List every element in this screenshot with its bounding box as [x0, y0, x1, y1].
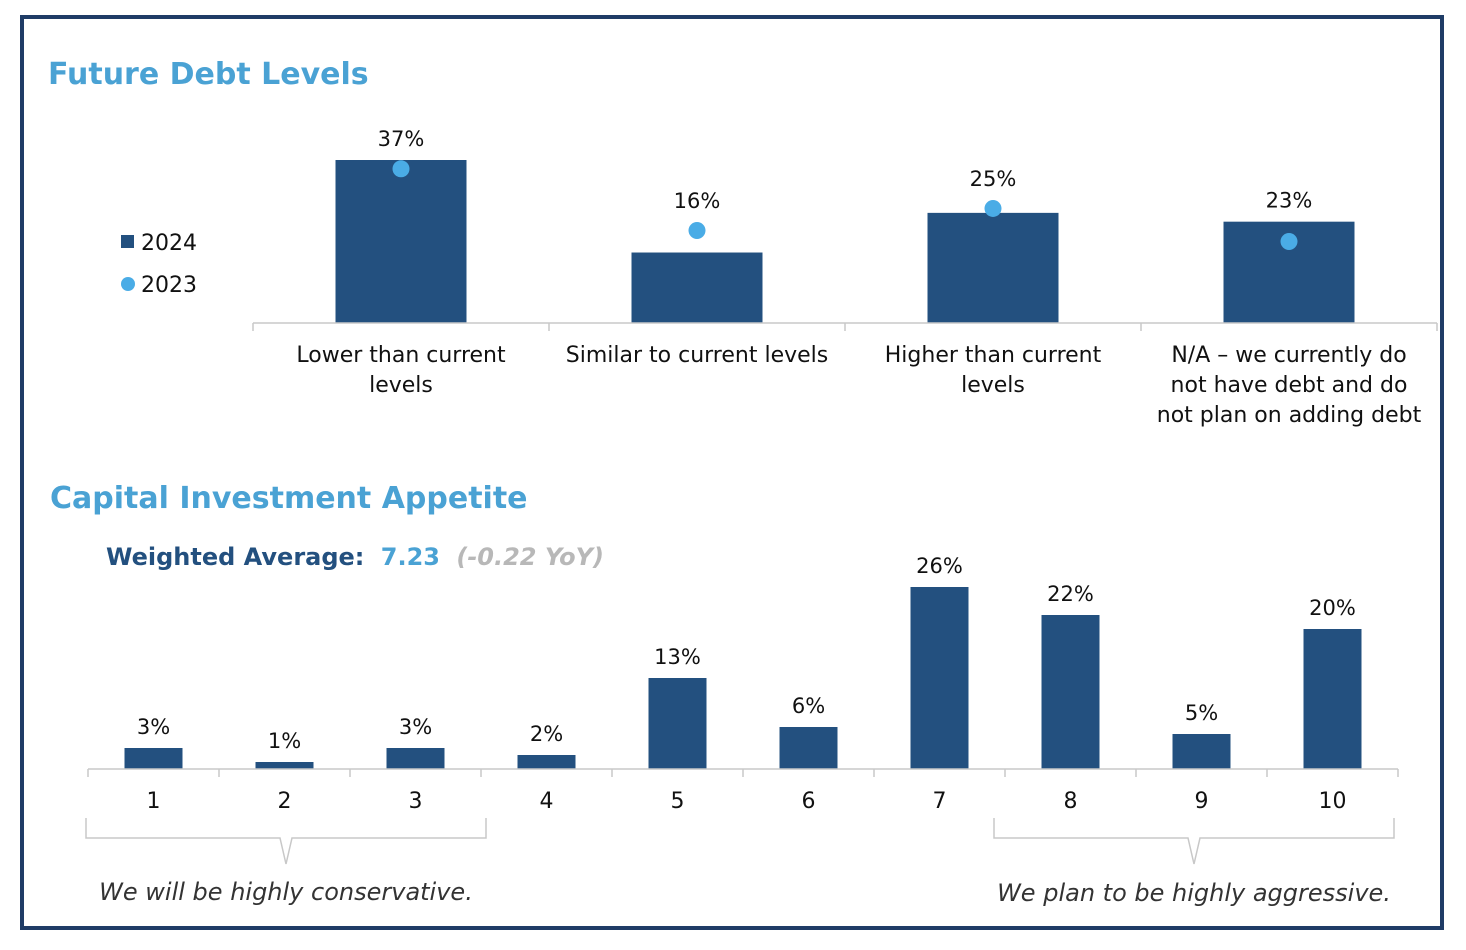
- debt-category-label: Lower than current levels: [296, 343, 506, 398]
- debt-chart-axis: Lower than current levels Similar to curre…: [252, 322, 1438, 428]
- capex-data-label: 6%: [792, 694, 825, 718]
- capex-data-label: 5%: [1185, 701, 1218, 725]
- capex-bar: [124, 748, 183, 769]
- capex-bar: [386, 748, 445, 769]
- debt-category-label: N/A – we currently do not have debt and d…: [1157, 343, 1422, 428]
- capex-bar: [910, 587, 969, 769]
- capex-category-label: 9: [1195, 789, 1209, 814]
- capex-bar: [1041, 615, 1100, 769]
- capex-bar: [255, 762, 314, 769]
- debt-dot-2023: [688, 221, 706, 239]
- capex-category-label: 1: [147, 789, 161, 814]
- debt-data-label: 25%: [970, 167, 1017, 191]
- chart-frame: [20, 15, 1444, 930]
- aggressive-annotation: We plan to be highly aggressive.: [997, 879, 1391, 907]
- capex-category-label: 2: [278, 789, 292, 814]
- conservative-bracket: [85, 818, 487, 865]
- capex-category-label: 10: [1319, 789, 1347, 814]
- capex-bar: [648, 678, 707, 769]
- legend-swatch-2024: [121, 235, 134, 248]
- debt-chart-bars: 37% 16% 25% 23%: [335, 127, 1355, 323]
- capex-chart-title: Capital Investment Appetite: [50, 481, 528, 516]
- legend-label-2023: 2023: [141, 273, 197, 298]
- capex-category-label: 7: [933, 789, 947, 814]
- debt-bar-2024: [927, 212, 1059, 323]
- capex-chart-axis: 1 2 3 4 5 6 7 8 9 10: [87, 768, 1399, 814]
- debt-dot-2023: [392, 160, 410, 178]
- capex-chart-bars: 3% 1% 3% 2% 13% 6% 26% 22% 5% 20%: [124, 554, 1362, 769]
- capex-category-label: 3: [409, 789, 423, 814]
- capex-data-label: 3%: [137, 715, 170, 739]
- capex-data-label: 3%: [399, 715, 432, 739]
- debt-bar-2024: [631, 252, 763, 323]
- debt-category-label: Similar to current levels: [566, 343, 828, 368]
- capex-data-label: 22%: [1047, 582, 1094, 606]
- debt-data-label: 23%: [1266, 189, 1313, 213]
- weighted-average-value: 7.23: [381, 543, 440, 571]
- capex-data-label: 2%: [530, 722, 563, 746]
- capex-data-label: 13%: [654, 645, 701, 669]
- capex-category-label: 6: [802, 789, 816, 814]
- capex-bar: [1303, 629, 1362, 769]
- debt-chart-dots: [392, 160, 1298, 250]
- debt-dot-2023: [984, 199, 1002, 217]
- debt-data-label: 16%: [674, 189, 721, 213]
- weighted-average-label: Weighted Average:: [106, 543, 364, 571]
- debt-chart-title: Future Debt Levels: [48, 57, 369, 92]
- capex-data-label: 20%: [1309, 596, 1356, 620]
- debt-bar-2024: [335, 160, 467, 323]
- conservative-annotation: We will be highly conservative.: [99, 878, 473, 906]
- capex-bar: [517, 755, 576, 769]
- capex-data-label: 1%: [268, 729, 301, 753]
- weighted-average-change: (-0.22 YoY): [456, 543, 604, 571]
- aggressive-bracket: [993, 818, 1395, 865]
- capex-bar: [1172, 734, 1231, 769]
- debt-category-label: Higher than current levels: [885, 343, 1102, 398]
- capex-category-label: 8: [1064, 789, 1078, 814]
- debt-chart-legend: 2024 2023: [121, 231, 197, 298]
- debt-dot-2023: [1280, 233, 1298, 250]
- capex-category-label: 4: [540, 789, 554, 814]
- capex-bar: [779, 727, 838, 769]
- capex-data-label: 26%: [916, 554, 963, 578]
- capex-chart-brackets: [85, 818, 1395, 865]
- debt-data-label: 37%: [378, 127, 425, 151]
- legend-label-2024: 2024: [141, 231, 197, 256]
- weighted-average: Weighted Average: 7.23 (-0.22 YoY): [106, 543, 604, 571]
- legend-swatch-2023: [121, 277, 135, 291]
- capex-category-label: 5: [671, 789, 685, 814]
